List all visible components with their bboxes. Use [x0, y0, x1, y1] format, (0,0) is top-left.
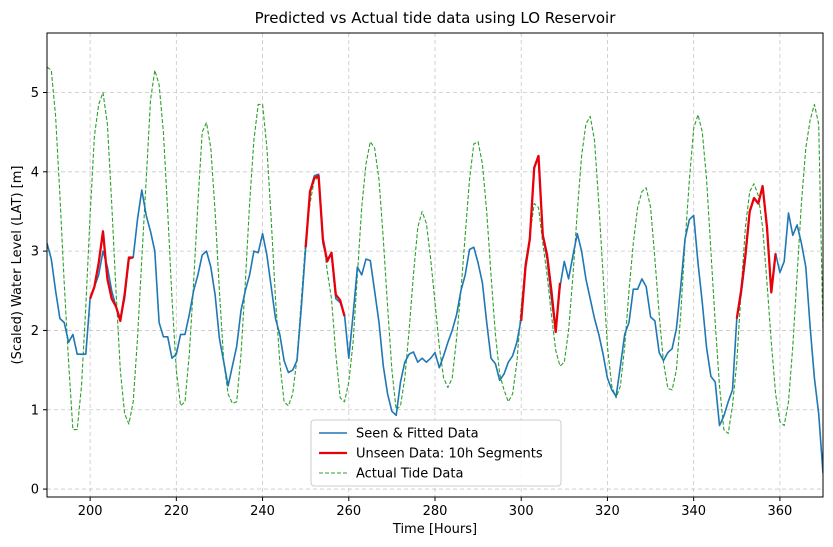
series-line-1	[304, 174, 346, 317]
y-tick-label: 2	[31, 324, 39, 339]
x-tick-label: 320	[595, 504, 620, 519]
legend-box	[310, 419, 562, 487]
x-tick-label: 200	[78, 504, 103, 519]
plot-series	[47, 66, 823, 474]
x-tick-label: 360	[767, 504, 792, 519]
series-line-0	[47, 155, 823, 474]
legend-label-2: Actual Tide Data	[356, 467, 463, 482]
x-axis-label: Time [Hours]	[392, 522, 477, 537]
series-line-1	[520, 154, 562, 334]
series-line-2	[47, 66, 823, 435]
y-tick-label: 3	[31, 245, 39, 260]
chart-title: Predicted vs Actual tide data using LO R…	[255, 9, 617, 27]
y-tick-label: 5	[31, 86, 39, 101]
y-tick-label: 1	[31, 403, 39, 418]
y-tick-label: 4	[31, 165, 39, 180]
grid	[47, 33, 823, 497]
x-tick-label: 340	[681, 504, 706, 519]
x-tick-label: 300	[509, 504, 534, 519]
series-line-1	[735, 184, 777, 319]
x-tick-label: 240	[250, 504, 275, 519]
x-tick-label: 260	[336, 504, 361, 519]
x-tick-label: 220	[164, 504, 189, 519]
series-line-1	[89, 230, 134, 323]
axis-ticks: 200 220 240 260 280 300 320 340 360 0 1 2 3 4 5	[31, 86, 793, 519]
x-tick-label: 280	[423, 504, 448, 519]
y-axis-label: (Scaled) Water Level (LAT) [m]	[10, 166, 25, 365]
y-tick-label: 0	[31, 483, 39, 498]
legend-label-0: Seen & Fitted Data	[356, 427, 479, 442]
legend: Seen & Fitted Data Unseen Data: 10h Segme…	[310, 419, 562, 487]
legend-label-1: Unseen Data: 10h Segments	[356, 447, 543, 462]
